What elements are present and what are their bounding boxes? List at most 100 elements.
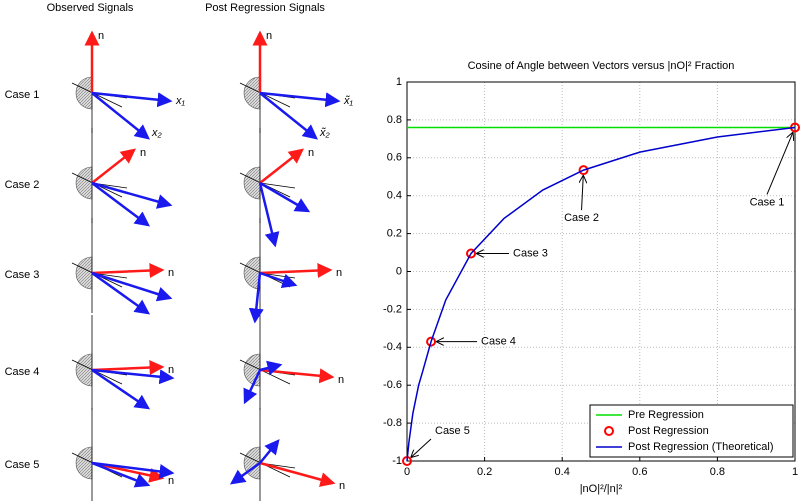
vector-arrow	[91, 368, 151, 410]
vector-label: n	[140, 147, 146, 159]
vector-arrow	[91, 461, 175, 479]
legend-box	[589, 404, 794, 458]
vector-arrow	[259, 461, 336, 487]
axis-line	[71, 82, 123, 108]
column-title: Post Regression Signals	[205, 2, 325, 14]
data-point	[426, 336, 437, 347]
annotation-arrow	[582, 176, 584, 211]
vector-label: n	[308, 147, 314, 159]
annotation: Case 5	[435, 425, 470, 437]
vector-arrow	[91, 271, 173, 302]
vector-arrow	[259, 148, 304, 184]
hemisphere	[75, 166, 93, 200]
vector-arrow	[91, 271, 151, 315]
vector-label: n	[98, 30, 104, 42]
hemisphere	[75, 256, 93, 290]
hemisphere	[75, 446, 93, 480]
case-label: Case 3	[5, 269, 40, 281]
column-title: Observed Signals	[47, 2, 134, 14]
x-axis-label: |nO|²/|n|²	[580, 483, 623, 495]
hemisphere	[243, 166, 261, 200]
vector-arrow	[258, 182, 280, 248]
case-label: Case 1	[5, 89, 40, 101]
y-tick-label: 0.2	[387, 228, 402, 240]
vector-arrow	[259, 91, 341, 108]
data-point	[466, 248, 477, 259]
case-label: Case 4	[5, 366, 40, 378]
data-point	[578, 165, 589, 176]
vector-arrow	[259, 181, 311, 213]
hemisphere	[243, 76, 261, 110]
annotation-arrow	[411, 438, 432, 457]
annotation: Case 3	[513, 247, 548, 259]
hemisphere	[243, 256, 261, 290]
axis-line	[259, 182, 296, 189]
vector-arrow	[259, 271, 298, 289]
vector-arrow	[91, 91, 173, 108]
vector-arrow	[229, 461, 261, 485]
vector-label: x₂	[151, 127, 163, 139]
vector-arrow	[91, 360, 165, 376]
vector-arrow	[259, 92, 318, 140]
chart-title: Cosine of Angle between Vectors versus |…	[468, 60, 735, 72]
x-tick-label: 1	[792, 466, 798, 478]
y-tick-label: 0.4	[387, 190, 402, 202]
vector-label: n	[338, 374, 344, 386]
vector-label: n	[168, 364, 174, 376]
vector-arrow	[91, 148, 136, 184]
x-tick-label: 0.8	[710, 466, 725, 478]
y-tick-label: -0.2	[383, 303, 402, 315]
hemisphere	[243, 353, 261, 387]
vector-arrow	[259, 439, 280, 464]
y-tick-label: -0.4	[383, 341, 402, 353]
legend-swatch	[604, 426, 614, 436]
x-tick-label: 0.4	[555, 466, 570, 478]
y-tick-label: 0.6	[387, 152, 402, 164]
vector-label: n	[336, 267, 342, 279]
vector-arrow	[91, 461, 151, 488]
x-tick-label: 0.6	[632, 466, 647, 478]
axis-line	[239, 359, 291, 385]
plot-frame	[406, 81, 796, 462]
series-line	[406, 126, 796, 462]
y-tick-label: 0.8	[387, 114, 402, 126]
x-tick-label: 0.2	[477, 466, 492, 478]
vector-arrow	[91, 181, 173, 209]
vector-arrow	[91, 92, 150, 140]
y-tick-label: 1	[396, 76, 402, 88]
legend-label: Post Regression (Theoretical)	[628, 441, 774, 453]
case-label: Case 2	[5, 179, 40, 191]
annotation: Case 2	[564, 212, 599, 224]
vector-label: n	[168, 475, 174, 487]
y-tick-label: -1	[392, 455, 402, 467]
axis-line	[239, 82, 291, 108]
legend-label: Post Regression	[628, 425, 709, 437]
y-tick-label: -0.8	[383, 417, 402, 429]
vector-arrow	[259, 263, 333, 279]
vector-arrow	[259, 368, 335, 384]
annotation: Case 4	[481, 336, 516, 348]
vector-arrow	[91, 182, 150, 227]
vector-label: n	[168, 267, 174, 279]
hemisphere	[75, 76, 93, 110]
vector-label: x̃₂	[319, 127, 331, 139]
case-label: Case 5	[5, 459, 40, 471]
vector-arrow	[91, 263, 165, 279]
annotation-arrow	[766, 133, 793, 195]
y-tick-label: -0.6	[383, 379, 402, 391]
hemisphere	[75, 353, 93, 387]
y-tick-label: 0	[396, 265, 402, 277]
vector-label: n	[266, 30, 272, 42]
vector-label: x₁	[175, 95, 186, 107]
vector-arrow	[91, 368, 175, 385]
vector-arrow	[243, 369, 262, 405]
x-tick-label: 0	[404, 466, 410, 478]
vector-label: x̃₁	[343, 95, 354, 107]
vector-label: n	[339, 480, 345, 492]
vector-arrow	[259, 360, 283, 376]
vector-arrow	[248, 272, 264, 324]
annotation: Case 1	[750, 196, 785, 208]
legend-label: Pre Regression	[628, 409, 704, 421]
